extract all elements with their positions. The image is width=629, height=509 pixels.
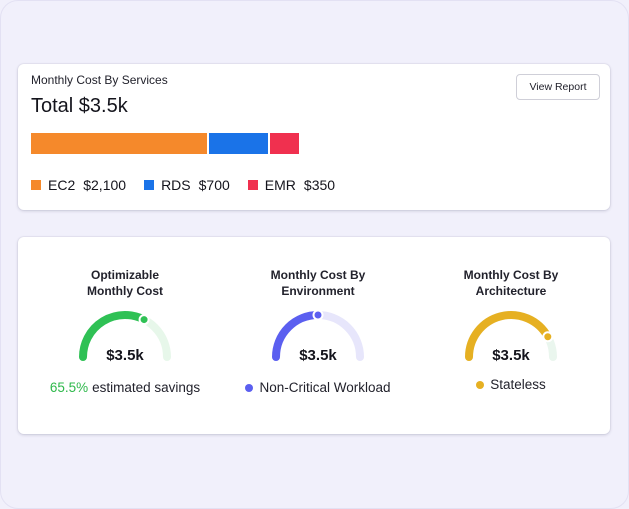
legend-swatch-ec2	[31, 180, 41, 190]
gauges-card: Optimizable Monthly Cost $3.5k 65.5% est…	[18, 237, 610, 434]
gauge-footer: 65.5% estimated savings	[25, 380, 225, 395]
savings-percent: 65.5%	[49, 380, 89, 395]
bar-segment-ec2	[31, 133, 207, 154]
bar-segment-emr	[270, 133, 299, 154]
legend-item-emr: EMR $350	[247, 177, 336, 193]
legend-swatch-emr	[247, 180, 258, 190]
gauge-title-line: Monthly Cost By	[270, 268, 366, 282]
gauge-footer-text: Stateless	[490, 377, 546, 392]
gauge-title: Optimizable Monthly Cost	[25, 267, 225, 299]
monthly-cost-by-services-card: Monthly Cost By Services Total $3.5k Vie…	[18, 64, 610, 210]
legend-label: RDS	[161, 177, 191, 193]
services-stacked-bar	[31, 133, 299, 154]
legend-swatch-rds	[144, 180, 155, 190]
gauge-title: Monthly Cost By Environment	[218, 267, 418, 299]
gauge-footer-text: Non-Critical Workload	[259, 380, 391, 395]
gauge-title-line: Architecture	[475, 284, 547, 298]
legend-value: $350	[303, 177, 336, 193]
total-cost: Total $3.5k	[31, 95, 128, 117]
gauge-footer: Stateless	[411, 377, 611, 392]
legend-label: EC2	[48, 177, 76, 193]
bar-segment-rds	[209, 133, 268, 154]
view-report-button[interactable]: View Report	[516, 74, 600, 100]
gauge-knob	[312, 309, 324, 321]
legend-label: EMR	[264, 177, 296, 193]
gauge-arc	[465, 311, 557, 361]
legend-value: $700	[198, 177, 230, 193]
legend-dot-icon	[245, 383, 254, 392]
gauge-title-line: Environment	[281, 284, 355, 298]
gauge-value: $3.5k	[106, 347, 144, 364]
gauge-fill	[465, 311, 552, 361]
gauge-fill	[272, 311, 322, 361]
card-title: Monthly Cost By Services	[31, 73, 168, 87]
gauge-knob	[542, 331, 554, 343]
legend-item-ec2: EC2 $2,100	[31, 177, 126, 193]
gauge-title-line: Monthly Cost By	[463, 268, 559, 282]
legend-dot-icon	[476, 380, 485, 389]
gauge-title-line: Monthly Cost	[87, 284, 163, 298]
gauge-title: Monthly Cost By Architecture	[411, 267, 611, 299]
gauge-knob	[138, 314, 150, 326]
legend-value: $2,100	[83, 177, 127, 193]
gauge-arc	[79, 311, 171, 361]
gauge-arc	[272, 309, 364, 361]
gauge-title-line: Optimizable	[90, 268, 159, 282]
services-legend: EC2 $2,100 RDS $700 EMR $350	[31, 177, 353, 193]
gauge-footer: Non-Critical Workload	[218, 380, 418, 395]
gauge-value: $3.5k	[492, 347, 530, 364]
legend-item-rds: RDS $700	[144, 177, 230, 193]
gauge-footer-text: estimated savings	[92, 380, 201, 395]
gauge-value: $3.5k	[299, 347, 337, 364]
gauge-fill	[79, 311, 149, 361]
